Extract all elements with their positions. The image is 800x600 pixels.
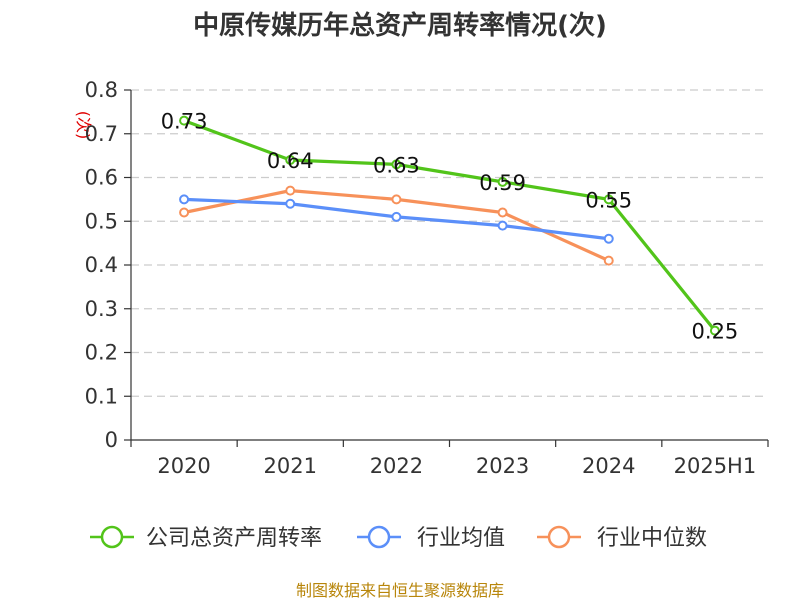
series bbox=[179, 115, 720, 336]
y-tick-label: 0 bbox=[105, 428, 118, 452]
series-line bbox=[183, 119, 717, 332]
data-point bbox=[709, 325, 720, 336]
x-tick-label: 2024 bbox=[582, 454, 635, 478]
x-tick-label: 2022 bbox=[370, 454, 423, 478]
legend-marker bbox=[100, 525, 124, 549]
x-tick-label: 2023 bbox=[476, 454, 529, 478]
data-point bbox=[603, 233, 614, 244]
data-label: 0.55 bbox=[585, 188, 632, 212]
data-point bbox=[285, 198, 296, 209]
legend-label: 公司总资产周转率 bbox=[146, 526, 322, 551]
data-point bbox=[391, 159, 402, 170]
data-point bbox=[497, 207, 508, 218]
legend-label: 行业均值 bbox=[417, 526, 505, 551]
data-point bbox=[603, 255, 614, 266]
y-tick-label: 0.6 bbox=[85, 166, 118, 190]
data-point bbox=[285, 155, 296, 165]
data-point bbox=[179, 194, 190, 205]
y-tick-label: 0.8 bbox=[85, 78, 118, 102]
y-tick-label: 0.3 bbox=[85, 297, 118, 321]
data-labels: 0.73 0.64 0.63 0.59 0.55 0.25 bbox=[161, 110, 739, 344]
y-tick-label: 0.1 bbox=[85, 384, 118, 408]
data-point bbox=[497, 220, 508, 231]
y-tick-label: 0.7 bbox=[85, 122, 118, 146]
data-point bbox=[391, 194, 402, 205]
grid bbox=[131, 89, 768, 397]
y-tick-label: 0.4 bbox=[85, 253, 118, 277]
legend-label: 行业中位数 bbox=[597, 526, 707, 551]
data-point bbox=[285, 185, 296, 196]
data-point bbox=[179, 207, 190, 218]
chart-title: 中原传媒历年总资产周转率情况(次) bbox=[193, 10, 607, 41]
data-point bbox=[603, 194, 614, 205]
x-tick-label: 2025H1 bbox=[674, 454, 757, 478]
data-label: 0.59 bbox=[479, 171, 526, 195]
data-point bbox=[497, 176, 508, 187]
data-label: 0.73 bbox=[161, 110, 208, 134]
legend: 公司总资产周转率 行业均值 行业中位数 bbox=[90, 525, 707, 551]
axes: 0 0.1 0.2 0.3 0.4 0.5 0.6 0.7 0.8 2020 2021 2022 202… bbox=[85, 78, 769, 478]
y-axis-unit: (次) bbox=[74, 111, 93, 140]
x-tick-label: 2021 bbox=[264, 454, 317, 478]
data-point bbox=[179, 115, 190, 126]
source-note: 制图数据来自恒生聚源数据库 bbox=[296, 581, 504, 600]
y-tick-label: 0.2 bbox=[85, 341, 118, 365]
y-tick-label: 0.5 bbox=[85, 209, 118, 233]
data-label: 0.64 bbox=[267, 149, 314, 173]
data-label: 0.63 bbox=[373, 153, 420, 177]
data-label: 0.25 bbox=[692, 320, 739, 344]
legend-marker bbox=[547, 525, 571, 549]
data-point bbox=[391, 211, 402, 222]
legend-marker bbox=[367, 525, 391, 549]
x-tick-label: 2020 bbox=[157, 454, 210, 478]
